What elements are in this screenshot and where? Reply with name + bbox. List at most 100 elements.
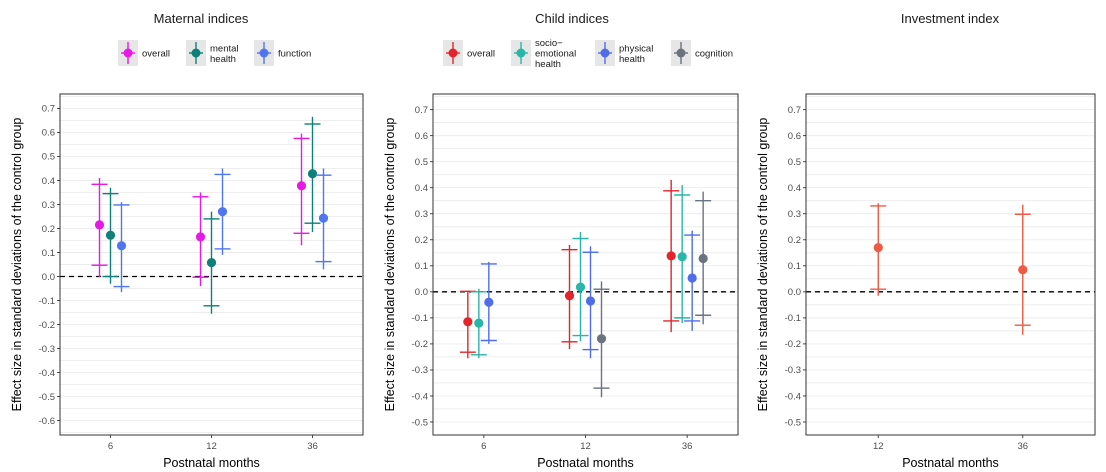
x-axis-title: Postnatal months — [902, 456, 999, 470]
data-point — [687, 273, 697, 283]
data-point — [698, 253, 708, 264]
data-point-group — [582, 246, 599, 359]
data-point-group — [480, 261, 497, 344]
y-tick-label: 0.7 — [415, 105, 428, 116]
data-point — [217, 207, 228, 217]
legend-label-line: mental — [210, 43, 239, 54]
panel-border — [59, 93, 364, 436]
data-point — [474, 318, 484, 328]
y-tick-label: -0.5 — [785, 417, 801, 428]
y-axis-title: Effect size in standard deviations of th… — [756, 118, 770, 412]
data-point — [585, 296, 596, 306]
data-point-group — [684, 230, 701, 331]
legend-label-line: cognition — [695, 49, 733, 60]
legend-key-point — [448, 48, 458, 58]
x-tick-label: 36 — [682, 441, 693, 452]
panel-3: Investment index -0.5 -0.4 -0.3 -0.2 -0.1 0.0 0… — [756, 11, 1096, 470]
data-point — [666, 251, 676, 261]
data-point — [318, 213, 329, 223]
y-tick-label: 0.5 — [42, 152, 55, 163]
y-axis-title: Effect size in standard deviations of th… — [10, 118, 24, 412]
data-point-group — [674, 185, 691, 324]
data-point — [575, 282, 586, 292]
y-tick-label: 0.4 — [42, 176, 55, 187]
legend-label-line: physical — [619, 43, 653, 54]
data-point — [105, 230, 116, 240]
x-tick-label: 12 — [580, 441, 591, 452]
data-point-group — [459, 290, 476, 359]
y-tick-label: 0.1 — [415, 261, 428, 272]
legend-label-line: function — [278, 49, 311, 60]
data-point — [677, 252, 687, 262]
legend-item-2: mental health — [186, 40, 239, 66]
data-point-group — [470, 288, 487, 359]
y-tick-label: -0.1 — [412, 313, 428, 324]
data-point-group — [315, 168, 332, 270]
data-point — [484, 297, 494, 307]
y-tick-label: 0.2 — [788, 235, 801, 246]
y-tick-label: 0.3 — [415, 209, 428, 220]
legend-label-line: emotional — [535, 49, 576, 60]
legend-label: overall — [142, 49, 170, 60]
legend-label: cognition — [695, 49, 733, 60]
data-point-group — [663, 179, 680, 333]
data-point-group — [192, 192, 209, 287]
data-point — [206, 257, 217, 268]
y-tick-label: 0.6 — [42, 128, 55, 139]
y-tick-label: 0.3 — [42, 200, 55, 211]
data-point-group — [102, 187, 119, 284]
y-tick-label: 0.0 — [42, 272, 55, 283]
legend-item-3: function — [254, 40, 311, 66]
data-point-group — [695, 191, 712, 325]
panel-title: Maternal indices — [154, 11, 249, 26]
y-axis-title: Effect size in standard deviations of th… — [383, 118, 397, 412]
data-point-group — [304, 116, 321, 233]
legend-label-line: health — [619, 54, 645, 65]
data-point-group — [113, 202, 130, 293]
panel-title: Investment index — [901, 11, 1000, 26]
legend-label-line: health — [535, 59, 561, 70]
data-point-group — [561, 244, 578, 350]
x-tick-label: 36 — [307, 441, 318, 452]
y-tick-label: -0.2 — [412, 339, 428, 350]
legend-label: physical health — [619, 43, 653, 65]
y-tick-label: -0.4 — [412, 391, 428, 402]
panel-title: Child indices — [535, 11, 609, 26]
legend-label-line: overall — [142, 49, 170, 60]
y-tick-label: 0.6 — [788, 131, 801, 142]
legend-label-line: overall — [467, 49, 495, 60]
x-axis-title: Postnatal months — [537, 456, 634, 470]
legend-item-3: physical health — [595, 40, 653, 66]
y-tick-label: 0.5 — [415, 157, 428, 168]
y-tick-label: 0.2 — [415, 235, 428, 246]
legend-item-1: overall — [118, 40, 170, 66]
data-point — [463, 317, 473, 327]
legend-item-4: cognition — [671, 40, 733, 66]
panel-border — [805, 93, 1096, 436]
y-tick-label: 0.6 — [415, 131, 428, 142]
data-point — [564, 291, 575, 301]
data-point-group — [293, 133, 310, 246]
y-tick-label: -0.4 — [785, 391, 801, 402]
y-tick-label: -0.2 — [39, 320, 55, 331]
data-point — [873, 242, 883, 253]
x-tick-label: 36 — [1017, 441, 1028, 452]
y-tick-label: 0.1 — [788, 261, 801, 272]
y-tick-label: 0.0 — [788, 287, 801, 298]
data-point — [596, 334, 607, 344]
legend-key-point — [676, 48, 686, 58]
x-tick-label: 12 — [206, 441, 217, 452]
data-point — [307, 169, 318, 179]
y-tick-label: 0.1 — [42, 248, 55, 259]
y-tick-label: -0.2 — [785, 339, 801, 350]
y-tick-label: -0.4 — [39, 368, 55, 379]
y-tick-label: -0.3 — [39, 344, 55, 355]
y-tick-label: -0.5 — [412, 417, 428, 428]
y-tick-label: 0.7 — [788, 105, 801, 116]
y-tick-label: 0.3 — [788, 209, 801, 220]
y-tick-label: 0.5 — [788, 157, 801, 168]
panel-1: Maternal indices overall mental health funct… — [10, 11, 364, 470]
